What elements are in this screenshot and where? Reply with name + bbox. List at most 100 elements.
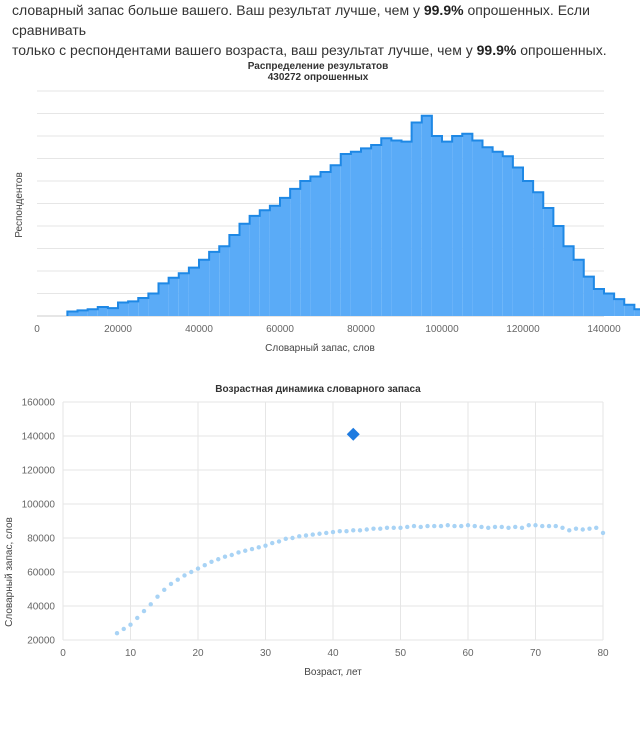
histogram-bar — [452, 136, 463, 316]
distribution-chart: Распределение результатов 430272 опрошен… — [14, 61, 640, 354]
x-tick-label: 0 — [34, 324, 40, 335]
percent-all: 99.9% — [423, 2, 464, 18]
x-tick-label: 40 — [327, 648, 339, 659]
histogram-bar — [563, 246, 574, 316]
histogram-bar — [107, 308, 118, 316]
histogram-bar — [401, 141, 412, 316]
data-point — [263, 543, 268, 548]
data-point — [236, 550, 241, 555]
histogram-bar — [604, 293, 615, 316]
y-tick-label: 20000 — [27, 636, 55, 647]
histogram-bar — [381, 138, 392, 316]
data-point — [499, 524, 504, 530]
x-tick-label: 70 — [530, 648, 542, 659]
histogram-bar — [391, 140, 402, 316]
data-point — [114, 631, 120, 636]
histogram-bar — [523, 181, 534, 316]
data-point — [155, 594, 160, 599]
data-point — [411, 523, 417, 529]
histogram-bar — [583, 276, 594, 316]
histogram-bar — [67, 311, 78, 316]
histogram-bar — [168, 277, 179, 316]
data-point — [351, 528, 356, 533]
x-tick-label: 20 — [192, 648, 204, 659]
histogram-bar — [188, 267, 199, 316]
histogram-bar — [340, 154, 351, 316]
x-tick-label: 140000 — [587, 324, 621, 335]
data-point — [445, 523, 450, 528]
y-tick-label: 120000 — [22, 466, 56, 477]
data-point — [459, 523, 464, 529]
data-point — [600, 530, 606, 536]
data-point — [195, 566, 201, 571]
histogram-bar — [634, 309, 640, 316]
data-point — [364, 527, 369, 532]
y-tick-label: 80000 — [27, 534, 55, 545]
data-point — [418, 524, 423, 530]
x-tick-label: 60 — [462, 648, 474, 659]
data-point — [121, 626, 126, 632]
histogram-outline — [66, 114, 640, 316]
data-point — [270, 540, 275, 546]
x-tick-label: 0 — [60, 648, 66, 659]
data-point — [391, 525, 396, 530]
data-point — [310, 532, 315, 537]
data-point — [148, 602, 153, 607]
histogram-bar — [472, 140, 483, 316]
data-point — [209, 559, 214, 564]
data-point — [540, 523, 545, 529]
data-point — [229, 552, 234, 558]
distribution-x-axis-label: Словарный запас, слов — [265, 343, 375, 354]
distribution-y-axis-label: Респондентов — [14, 172, 25, 238]
data-point — [371, 526, 376, 531]
histogram-bar — [624, 304, 635, 316]
histogram-bar — [138, 298, 149, 316]
histogram-bar — [158, 283, 169, 316]
data-point — [378, 526, 383, 531]
data-point — [438, 523, 444, 529]
histogram-bar — [178, 273, 189, 316]
x-tick-label: 20000 — [104, 324, 132, 335]
percent-age: 99.9% — [476, 42, 517, 58]
histogram-bar — [320, 172, 331, 316]
data-point — [452, 523, 457, 529]
data-point — [202, 563, 207, 568]
data-point — [526, 523, 531, 528]
data-point — [283, 536, 288, 542]
histogram-bar — [411, 122, 422, 316]
x-tick-label: 50 — [395, 648, 407, 659]
data-point — [175, 577, 180, 582]
data-point — [168, 581, 174, 587]
data-point — [580, 527, 585, 532]
x-tick-label: 40000 — [185, 324, 213, 335]
data-point — [276, 539, 282, 544]
data-point — [506, 525, 511, 530]
histogram-bar — [229, 235, 240, 316]
x-tick-label: 60000 — [266, 324, 294, 335]
y-tick-label: 40000 — [27, 602, 55, 613]
y-tick-label: 160000 — [22, 398, 56, 409]
histogram-bar — [148, 293, 159, 316]
data-point — [303, 533, 309, 538]
data-point — [560, 525, 565, 530]
x-tick-label: 10 — [125, 648, 137, 659]
data-point — [513, 524, 518, 530]
age-y-axis-label: Словарный запас, слов — [4, 517, 15, 627]
histogram-bar — [543, 208, 554, 316]
age-dynamics-chart: Возрастная динамика словарного запаса 20… — [4, 384, 609, 678]
histogram-bar — [310, 176, 321, 316]
x-tick-label: 120000 — [506, 324, 540, 335]
distribution-chart-subtitle: 430272 опрошенных — [268, 72, 369, 83]
data-point — [587, 526, 592, 531]
data-point — [324, 530, 329, 536]
result-line-1: словарный запас больше вашего. Ваш резул… — [12, 2, 590, 38]
data-point — [189, 569, 194, 575]
data-point — [243, 548, 248, 553]
data-point — [222, 554, 228, 559]
data-point — [216, 557, 221, 562]
data-point — [357, 528, 363, 533]
data-point — [344, 529, 349, 534]
histogram-bar — [593, 289, 604, 316]
y-tick-label: 60000 — [27, 568, 55, 579]
histogram-bar — [300, 181, 311, 316]
